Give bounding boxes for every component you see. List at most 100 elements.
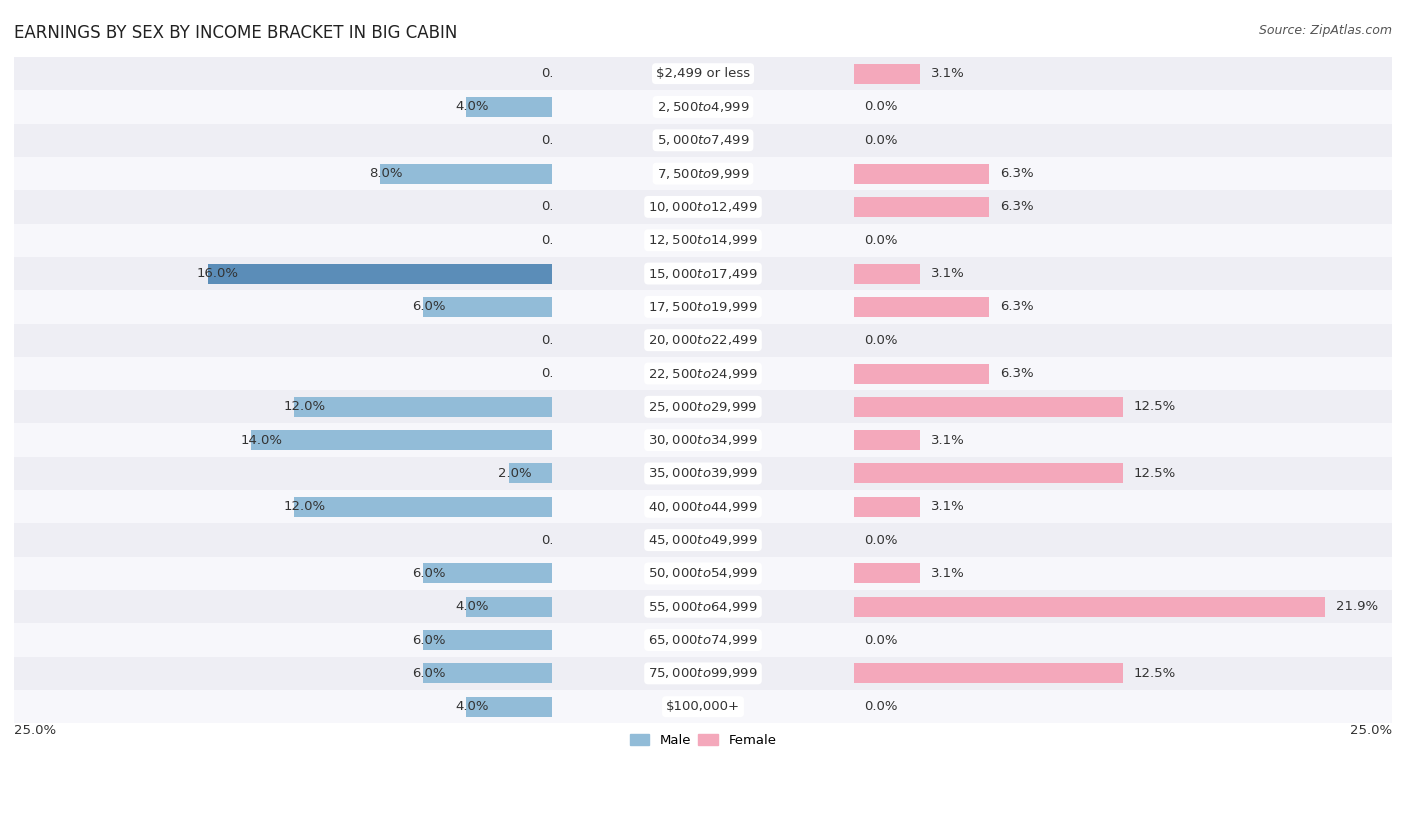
Text: 0.0%: 0.0% [865,700,898,713]
Bar [853,297,990,317]
Text: 4.0%: 4.0% [456,600,489,613]
Text: $45,000 to $49,999: $45,000 to $49,999 [648,533,758,547]
Text: 4.0%: 4.0% [456,100,489,113]
Bar [553,124,853,157]
Text: 2.0%: 2.0% [499,467,531,480]
Bar [553,523,853,557]
Text: 6.0%: 6.0% [412,667,446,680]
Text: $15,000 to $17,499: $15,000 to $17,499 [648,266,758,281]
Bar [467,97,553,117]
Text: $75,000 to $99,999: $75,000 to $99,999 [648,667,758,681]
Text: 0.0%: 0.0% [541,133,575,147]
Text: $25,000 to $29,999: $25,000 to $29,999 [648,400,758,414]
Text: 6.0%: 6.0% [412,300,446,313]
Text: 0.0%: 0.0% [541,367,575,380]
Text: 12.5%: 12.5% [1133,400,1175,414]
Bar [14,624,553,657]
Text: 0.0%: 0.0% [541,234,575,247]
Bar [553,423,853,457]
Bar [553,90,853,124]
Bar [14,57,553,90]
Text: 6.3%: 6.3% [1000,300,1033,313]
Bar [853,597,1326,617]
Text: 16.0%: 16.0% [197,267,239,280]
Text: $7,500 to $9,999: $7,500 to $9,999 [657,167,749,181]
Bar [853,690,1392,724]
Bar [14,291,553,323]
Bar [14,523,553,557]
Text: $55,000 to $64,999: $55,000 to $64,999 [648,600,758,614]
Bar [853,190,1392,224]
Bar [553,190,853,224]
Text: 25.0%: 25.0% [14,724,56,737]
Text: 3.1%: 3.1% [931,67,965,80]
Text: $50,000 to $54,999: $50,000 to $54,999 [648,567,758,580]
Legend: Male, Female: Male, Female [624,729,782,752]
Bar [14,157,553,190]
Bar [853,157,1392,190]
Bar [853,357,1392,390]
Text: EARNINGS BY SEX BY INCOME BRACKET IN BIG CABIN: EARNINGS BY SEX BY INCOME BRACKET IN BIG… [14,24,457,42]
Text: 0.0%: 0.0% [541,334,575,347]
Text: $35,000 to $39,999: $35,000 to $39,999 [648,466,758,480]
Bar [553,490,853,523]
Text: 0.0%: 0.0% [865,633,898,646]
Bar [423,297,553,317]
Bar [467,597,553,617]
Bar [853,563,921,584]
Bar [423,630,553,650]
Text: 12.5%: 12.5% [1133,467,1175,480]
Bar [853,291,1392,323]
Bar [423,563,553,584]
Bar [553,224,853,257]
Bar [853,124,1392,157]
Bar [14,357,553,390]
Text: $20,000 to $22,499: $20,000 to $22,499 [648,333,758,348]
Text: 6.3%: 6.3% [1000,367,1033,380]
Bar [553,390,853,423]
Text: 0.0%: 0.0% [865,100,898,113]
Bar [14,457,553,490]
Text: 6.3%: 6.3% [1000,200,1033,213]
Bar [853,224,1392,257]
Text: $5,000 to $7,499: $5,000 to $7,499 [657,133,749,147]
Bar [250,430,553,450]
Text: $17,500 to $19,999: $17,500 to $19,999 [648,300,758,314]
Text: 12.0%: 12.0% [283,400,325,414]
Bar [853,164,990,184]
Text: 12.5%: 12.5% [1133,667,1175,680]
Bar [853,663,1123,684]
Bar [853,497,921,517]
Text: $10,000 to $12,499: $10,000 to $12,499 [648,200,758,214]
Bar [294,397,553,417]
Bar [853,490,1392,523]
Text: 0.0%: 0.0% [865,534,898,547]
Bar [509,463,553,484]
Bar [853,430,921,450]
Text: 0.0%: 0.0% [541,534,575,547]
Bar [553,457,853,490]
Bar [553,690,853,724]
Bar [14,224,553,257]
Text: $65,000 to $74,999: $65,000 to $74,999 [648,633,758,647]
Bar [14,590,553,624]
Bar [853,323,1392,357]
Bar [853,90,1392,124]
Bar [853,523,1392,557]
Bar [853,257,1392,291]
Text: 3.1%: 3.1% [931,434,965,447]
Bar [853,624,1392,657]
Text: 14.0%: 14.0% [240,434,283,447]
Bar [853,57,1392,90]
Bar [553,590,853,624]
Bar [14,423,553,457]
Text: 12.0%: 12.0% [283,501,325,514]
Text: 0.0%: 0.0% [865,334,898,347]
Text: $2,500 to $4,999: $2,500 to $4,999 [657,100,749,114]
Bar [853,457,1392,490]
Bar [14,90,553,124]
Text: 6.0%: 6.0% [412,633,446,646]
Bar [14,323,553,357]
Bar [14,190,553,224]
Bar [553,257,853,291]
